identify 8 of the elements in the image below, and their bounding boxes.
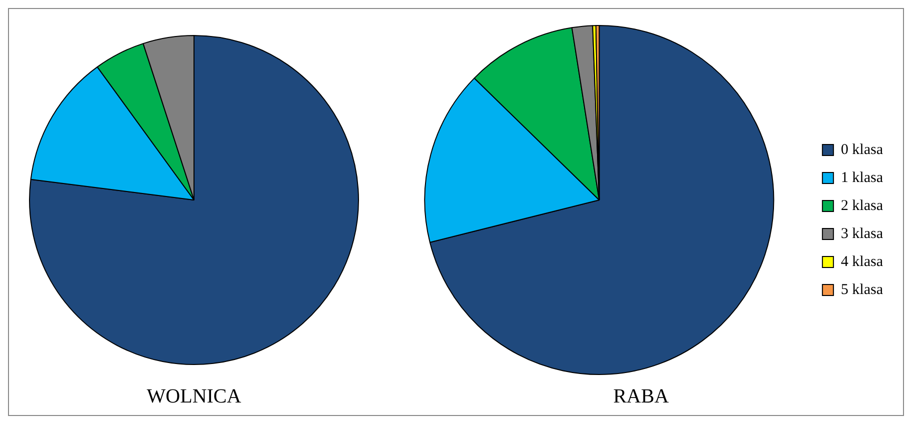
text: WOLNICA — [146, 385, 242, 408]
text: RABA — [613, 385, 670, 408]
legend-label: 1 klasa — [840, 170, 884, 186]
legend-label: 0 klasa — [840, 142, 884, 158]
legend-label: 3 klasa — [840, 226, 884, 242]
legend-label: 4 klasa — [840, 254, 884, 270]
legend-label: 2 klasa — [840, 198, 884, 214]
legend-label: 5 klasa — [840, 282, 884, 298]
